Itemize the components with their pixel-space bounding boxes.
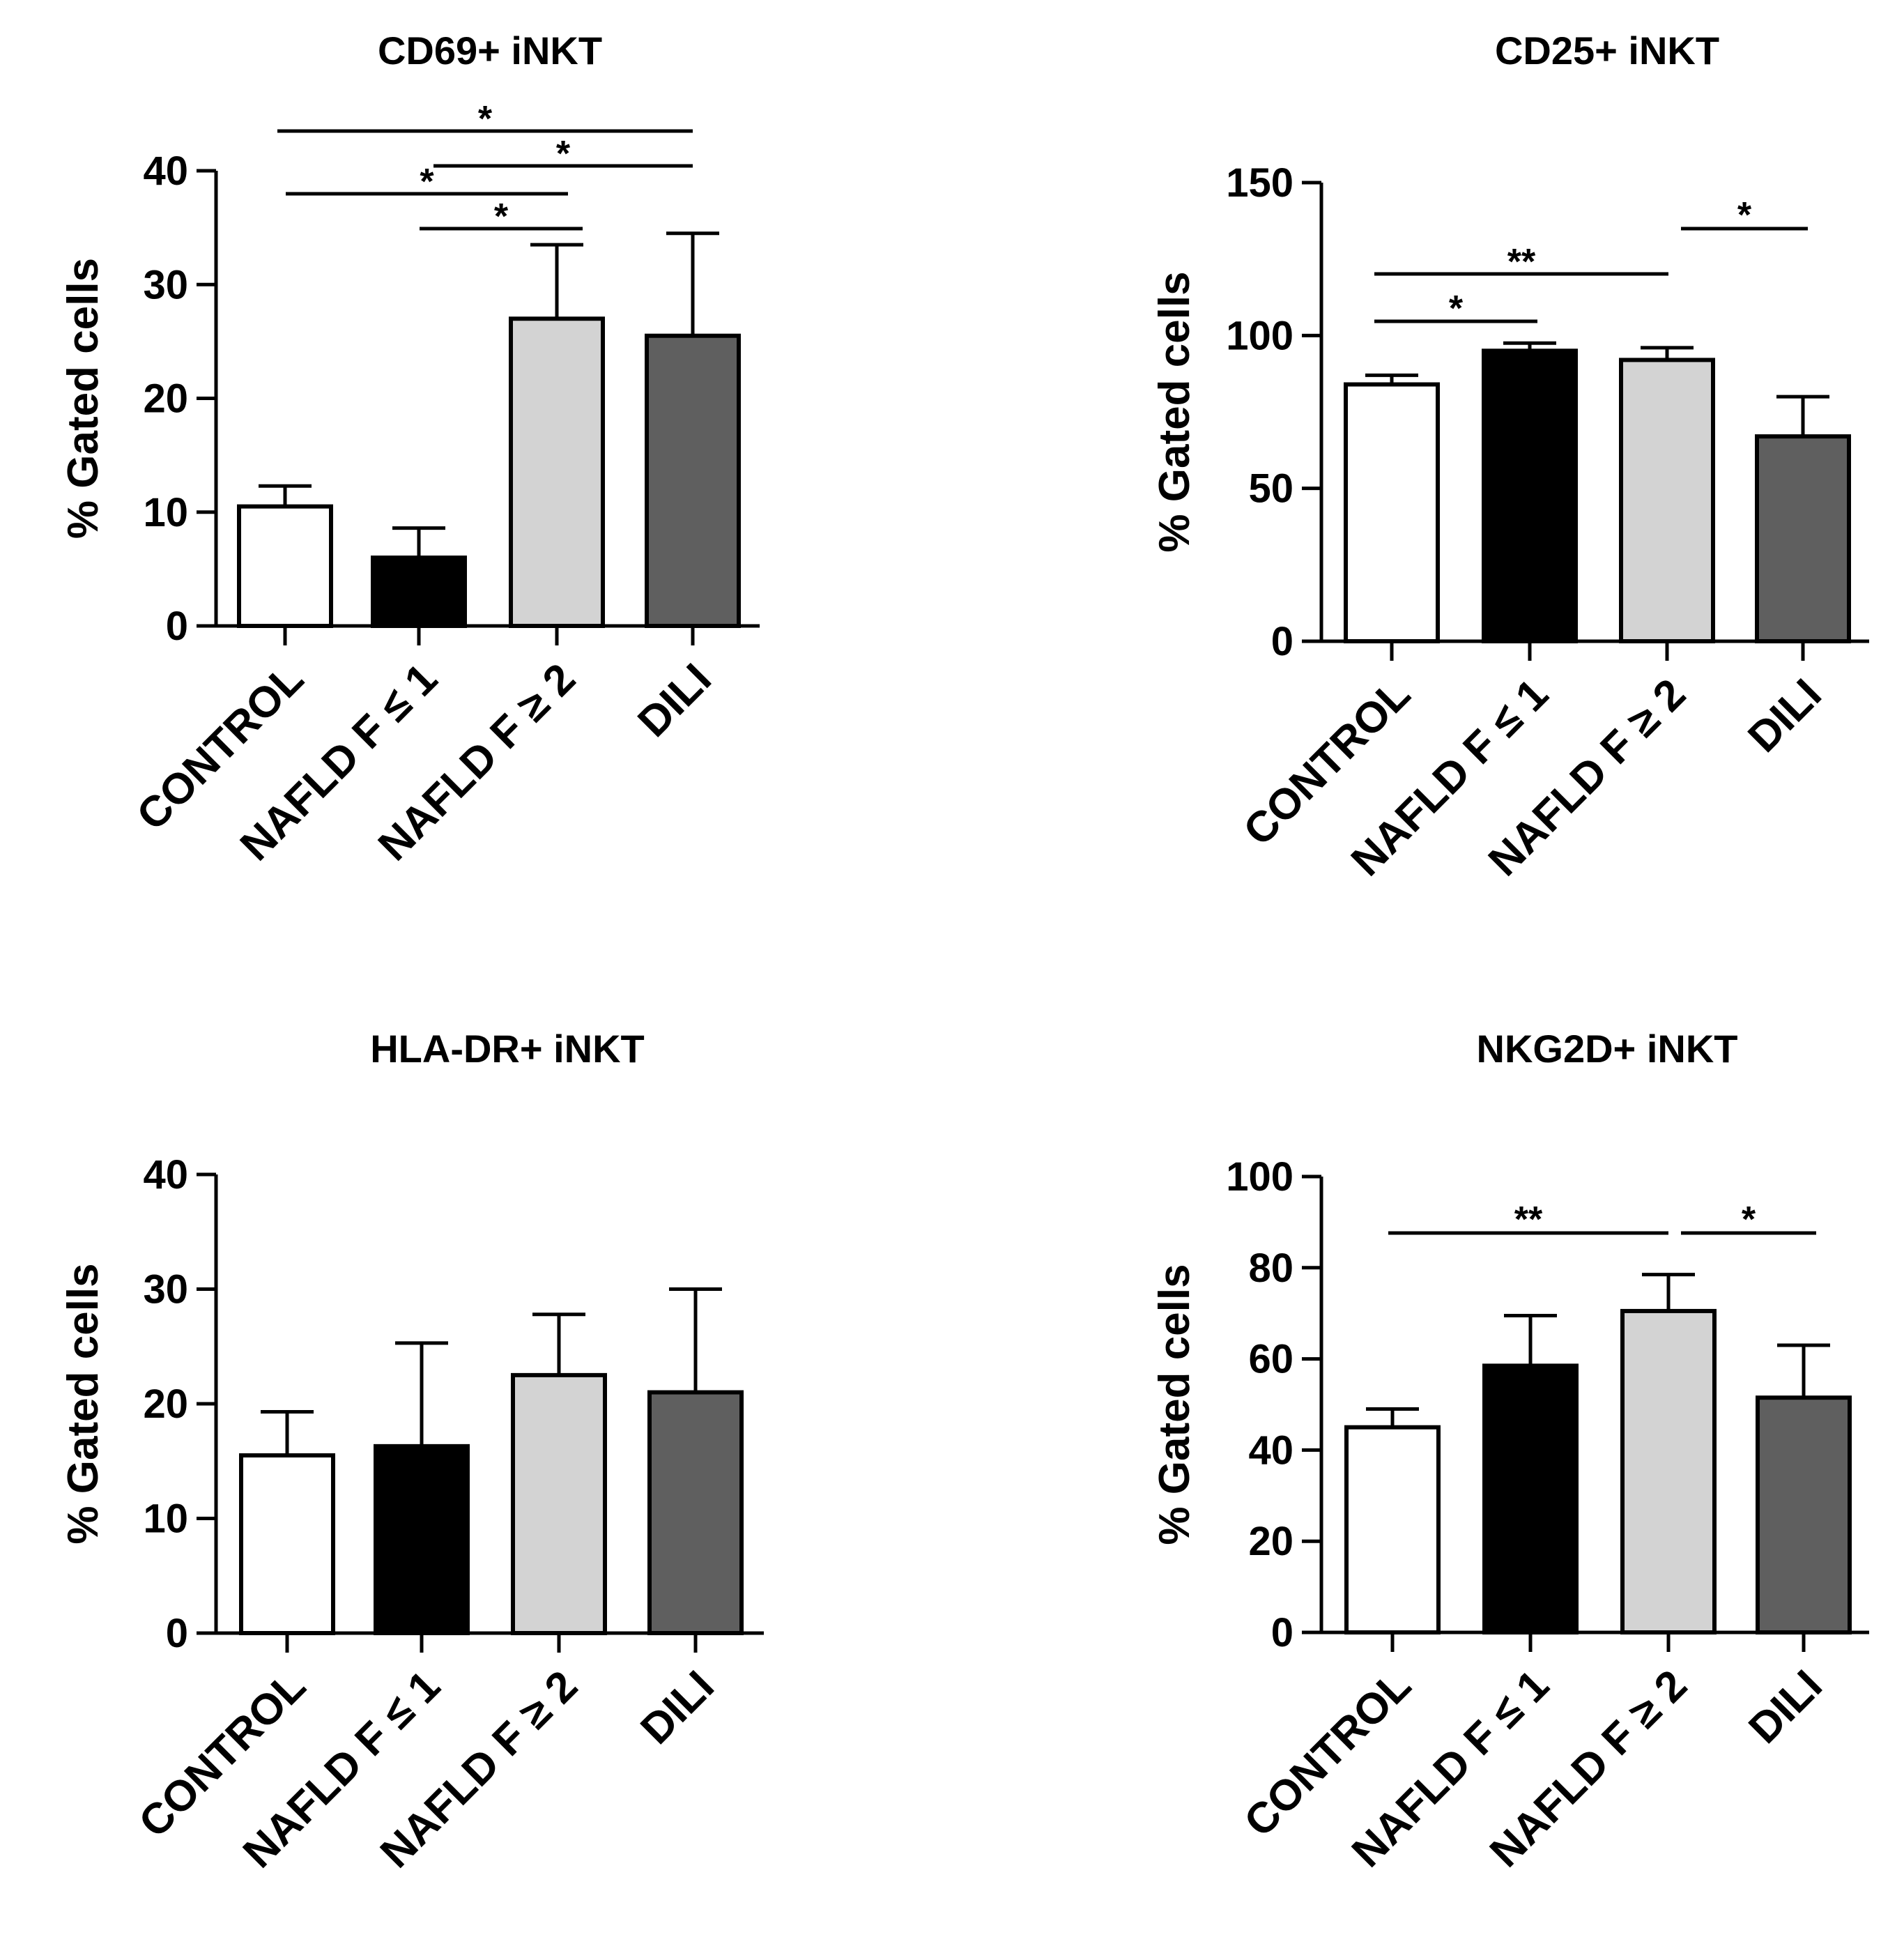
y-tick-label: 20 xyxy=(1248,1519,1293,1564)
y-tick-label: 30 xyxy=(143,262,188,307)
y-tick-label: 100 xyxy=(1226,1154,1293,1200)
y-axis-label: % Gated cells xyxy=(59,1263,107,1544)
y-tick-label: 20 xyxy=(143,1381,188,1427)
bar xyxy=(511,1372,607,1635)
y-tick-label: 40 xyxy=(143,148,188,194)
chart-title: CD25+ iNKT xyxy=(1495,29,1719,72)
y-tick-label: 20 xyxy=(143,376,188,422)
x-tick-label: DILI xyxy=(1739,670,1831,762)
cd25-chart: CD25+ iNKT% Gated cells050100150CONTROLN… xyxy=(1151,29,1869,885)
chart-title: CD69+ iNKT xyxy=(378,29,602,72)
significance-label: ** xyxy=(1514,1200,1543,1240)
significance-label: * xyxy=(1742,1200,1756,1240)
bar xyxy=(374,1444,470,1635)
y-axis-label: % Gated cells xyxy=(1151,1264,1199,1545)
significance-label: * xyxy=(420,162,434,202)
y-tick-label: 50 xyxy=(1248,466,1293,512)
significance-label: * xyxy=(494,197,509,237)
bar xyxy=(237,504,333,629)
cd69-chart: CD69+ iNKT% Gated cells010203040CONTROLN… xyxy=(59,29,760,870)
bar xyxy=(647,1390,744,1635)
significance-label: * xyxy=(1737,195,1752,236)
significance-label: * xyxy=(556,134,571,174)
x-tick-label: DILI xyxy=(1740,1661,1832,1753)
bar xyxy=(1344,382,1440,644)
x-tick-label: DILI xyxy=(629,654,721,747)
y-tick-label: 10 xyxy=(143,1496,188,1542)
significance-label: * xyxy=(478,99,493,139)
x-tick-label: DILI xyxy=(631,1662,723,1754)
significance-label: ** xyxy=(1507,242,1536,282)
y-tick-label: 30 xyxy=(143,1267,188,1312)
chart-title: HLA-DR+ iNKT xyxy=(370,1027,645,1071)
y-axis-label: % Gated cells xyxy=(59,258,107,539)
y-tick-label: 40 xyxy=(1248,1427,1293,1473)
y-tick-label: 0 xyxy=(1271,619,1293,664)
y-axis-label: % Gated cells xyxy=(1151,271,1199,552)
y-tick-label: 80 xyxy=(1248,1246,1293,1291)
y-tick-label: 0 xyxy=(166,1611,188,1656)
bar xyxy=(1756,1395,1852,1634)
bar xyxy=(371,556,467,628)
y-tick-label: 60 xyxy=(1248,1337,1293,1382)
significance-label: * xyxy=(1449,289,1464,329)
bar xyxy=(1482,349,1578,643)
nkg2d-chart: NKG2D+ iNKT% Gated cells020406080100CONT… xyxy=(1151,1027,1869,1876)
y-tick-label: 10 xyxy=(143,490,188,535)
bar xyxy=(645,333,741,628)
bar xyxy=(1755,434,1851,643)
hla-dr-chart: HLA-DR+ iNKT% Gated cells010203040CONTRO… xyxy=(59,1027,764,1877)
bar xyxy=(509,316,605,628)
bar xyxy=(1619,358,1715,644)
bar xyxy=(1620,1308,1717,1634)
bar xyxy=(239,1453,335,1636)
y-tick-label: 0 xyxy=(166,604,188,649)
y-tick-label: 0 xyxy=(1271,1610,1293,1655)
y-tick-label: 150 xyxy=(1226,160,1293,206)
y-tick-label: 100 xyxy=(1226,313,1293,358)
bar xyxy=(1344,1425,1441,1634)
y-tick-label: 40 xyxy=(143,1152,188,1197)
chart-title: NKG2D+ iNKT xyxy=(1477,1027,1738,1071)
bar xyxy=(1482,1363,1579,1634)
